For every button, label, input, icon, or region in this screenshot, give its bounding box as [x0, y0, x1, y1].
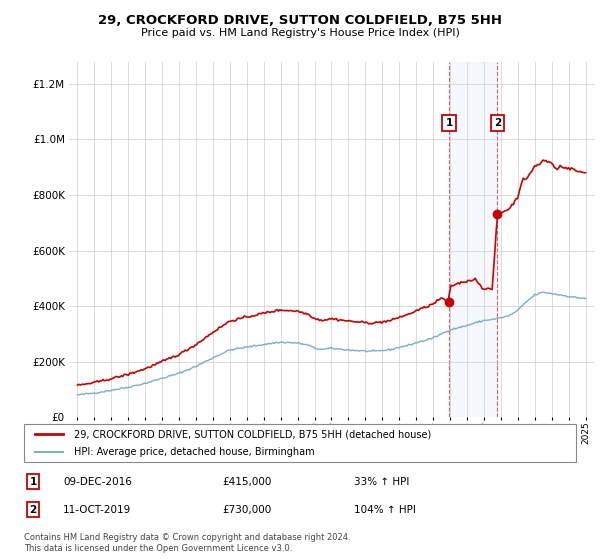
Text: 29, CROCKFORD DRIVE, SUTTON COLDFIELD, B75 5HH: 29, CROCKFORD DRIVE, SUTTON COLDFIELD, B… — [98, 14, 502, 27]
Text: 09-DEC-2016: 09-DEC-2016 — [63, 477, 132, 487]
Text: £730,000: £730,000 — [222, 505, 271, 515]
Text: HPI: Average price, detached house, Birmingham: HPI: Average price, detached house, Birm… — [74, 447, 314, 457]
Text: 1: 1 — [29, 477, 37, 487]
Text: Price paid vs. HM Land Registry's House Price Index (HPI): Price paid vs. HM Land Registry's House … — [140, 28, 460, 38]
Text: 104% ↑ HPI: 104% ↑ HPI — [354, 505, 416, 515]
Text: Contains HM Land Registry data © Crown copyright and database right 2024.
This d: Contains HM Land Registry data © Crown c… — [24, 533, 350, 553]
FancyBboxPatch shape — [24, 424, 576, 462]
Text: £415,000: £415,000 — [222, 477, 271, 487]
Text: 2: 2 — [29, 505, 37, 515]
Text: 2: 2 — [494, 118, 501, 128]
Text: 1: 1 — [445, 118, 452, 128]
Text: 33% ↑ HPI: 33% ↑ HPI — [354, 477, 409, 487]
Text: 11-OCT-2019: 11-OCT-2019 — [63, 505, 131, 515]
Text: 29, CROCKFORD DRIVE, SUTTON COLDFIELD, B75 5HH (detached house): 29, CROCKFORD DRIVE, SUTTON COLDFIELD, B… — [74, 429, 431, 439]
Bar — [449, 62, 497, 417]
